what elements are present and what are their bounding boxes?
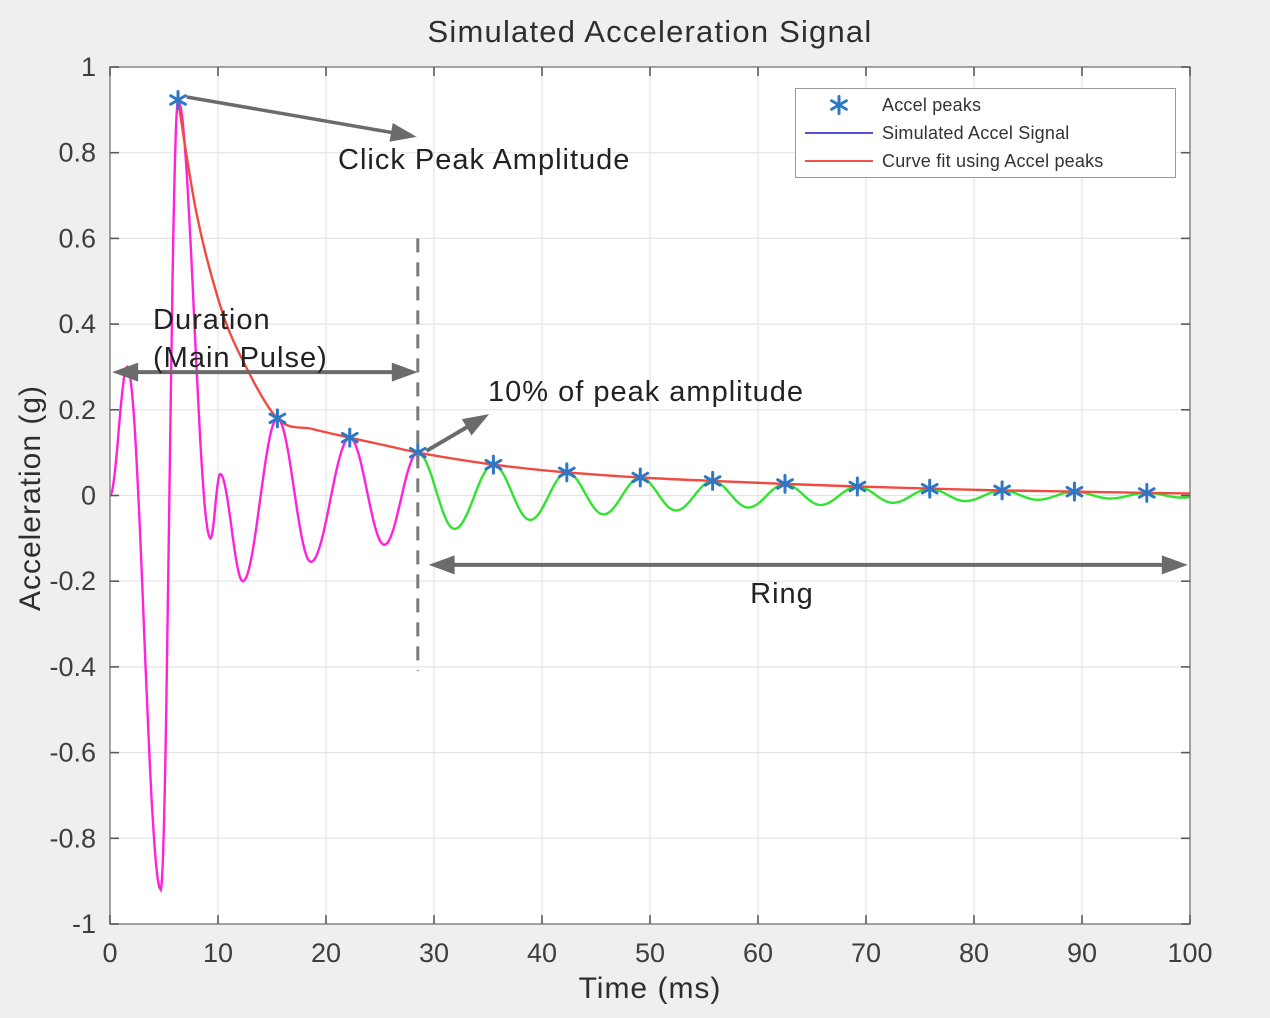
duration-arrow	[112, 362, 418, 382]
annotation-ten-percent: 10% of peak amplitude	[488, 376, 805, 408]
accel-peak-markers	[169, 89, 1156, 503]
annotation-ring: Ring	[750, 578, 814, 610]
y-tick-label: 0.8	[58, 138, 96, 168]
x-tick-label: 30	[419, 938, 449, 968]
asterisk-marker[interactable]	[848, 480, 867, 493]
y-tick-label: 0.6	[58, 223, 96, 253]
asterisk-marker[interactable]	[703, 475, 722, 487]
legend-label: Accel peaks	[882, 94, 982, 115]
asterisk-marker[interactable]	[993, 484, 1011, 497]
x-tick-label: 40	[527, 938, 557, 968]
asterisk-marker[interactable]	[776, 478, 794, 490]
asterisk-marker[interactable]	[268, 412, 287, 425]
axis-ticks	[109, 66, 1191, 925]
asterisk-marker[interactable]	[1137, 487, 1156, 499]
x-axis-label: Time (ms)	[578, 972, 722, 1005]
asterisk-marker[interactable]	[920, 482, 939, 495]
chart-title: Simulated Acceleration Signal	[427, 14, 873, 49]
legend-item-simulated-signal: Simulated Accel Signal	[796, 119, 1175, 147]
y-axis-label: Acceleration (g)	[14, 384, 47, 612]
x-tick-label: 70	[851, 938, 881, 968]
x-tick-label: 0	[102, 938, 117, 968]
curve-fit	[176, 99, 1190, 495]
y-tick-label: 1	[81, 52, 96, 82]
tick-labels: 0 10 20 30 40 50 60 70 80 90 100-1-0.8-0.6-0.4-0.2…	[49, 52, 1212, 968]
curves	[110, 96, 1190, 894]
x-tick-label: 20	[311, 938, 341, 968]
asterisk-marker[interactable]	[484, 458, 503, 471]
asterisk-marker-icon	[796, 94, 882, 116]
annotation-graphics	[112, 95, 1188, 672]
line-sample-icon	[796, 160, 882, 162]
ten-percent-arrow	[425, 414, 490, 453]
y-tick-label: -0.4	[49, 652, 96, 682]
legend-box[interactable]: Accel peaks Simulated Accel Signal Curve…	[795, 88, 1176, 178]
line-sample-icon	[796, 132, 882, 134]
y-tick-label: -0.6	[49, 738, 96, 768]
click-peak-arrow	[186, 95, 417, 142]
annotation-duration: Duration (Main Pulse)	[153, 301, 328, 377]
y-tick-label: -0.8	[49, 823, 96, 853]
asterisk-marker[interactable]	[1065, 485, 1084, 498]
legend-item-curve-fit: Curve fit using Accel peaks	[796, 147, 1175, 175]
annotation-click-peak-amplitude: Click Peak Amplitude	[338, 144, 631, 176]
signal-ring	[417, 451, 1190, 531]
y-tick-label: 0.2	[58, 395, 96, 425]
signal-main-pulse	[110, 96, 419, 894]
y-tick-label: -1	[72, 909, 96, 939]
x-tick-label: 90	[1067, 938, 1097, 968]
x-tick-label: 80	[959, 938, 989, 968]
y-tick-label: 0	[81, 481, 96, 511]
annotation-duration-line2: (Main Pulse)	[153, 342, 328, 374]
y-tick-label: 0.4	[58, 309, 96, 339]
legend-item-accel-peaks: Accel peaks	[796, 91, 1175, 119]
ring-arrow	[428, 555, 1188, 575]
x-tick-label: 60	[743, 938, 773, 968]
asterisk-marker[interactable]	[408, 446, 427, 459]
asterisk-marker[interactable]	[557, 466, 576, 479]
asterisk-marker[interactable]	[631, 471, 650, 484]
asterisk-marker[interactable]	[340, 431, 359, 444]
y-tick-label: -0.2	[49, 566, 96, 596]
legend-label: Curve fit using Accel peaks	[882, 150, 1104, 171]
x-tick-label: 10	[203, 938, 233, 968]
x-tick-label: 50	[635, 938, 665, 968]
annotation-duration-line1: Duration	[153, 304, 271, 336]
x-tick-label: 100	[1167, 938, 1212, 968]
legend-label: Simulated Accel Signal	[882, 122, 1070, 143]
asterisk-marker[interactable]	[169, 94, 187, 106]
